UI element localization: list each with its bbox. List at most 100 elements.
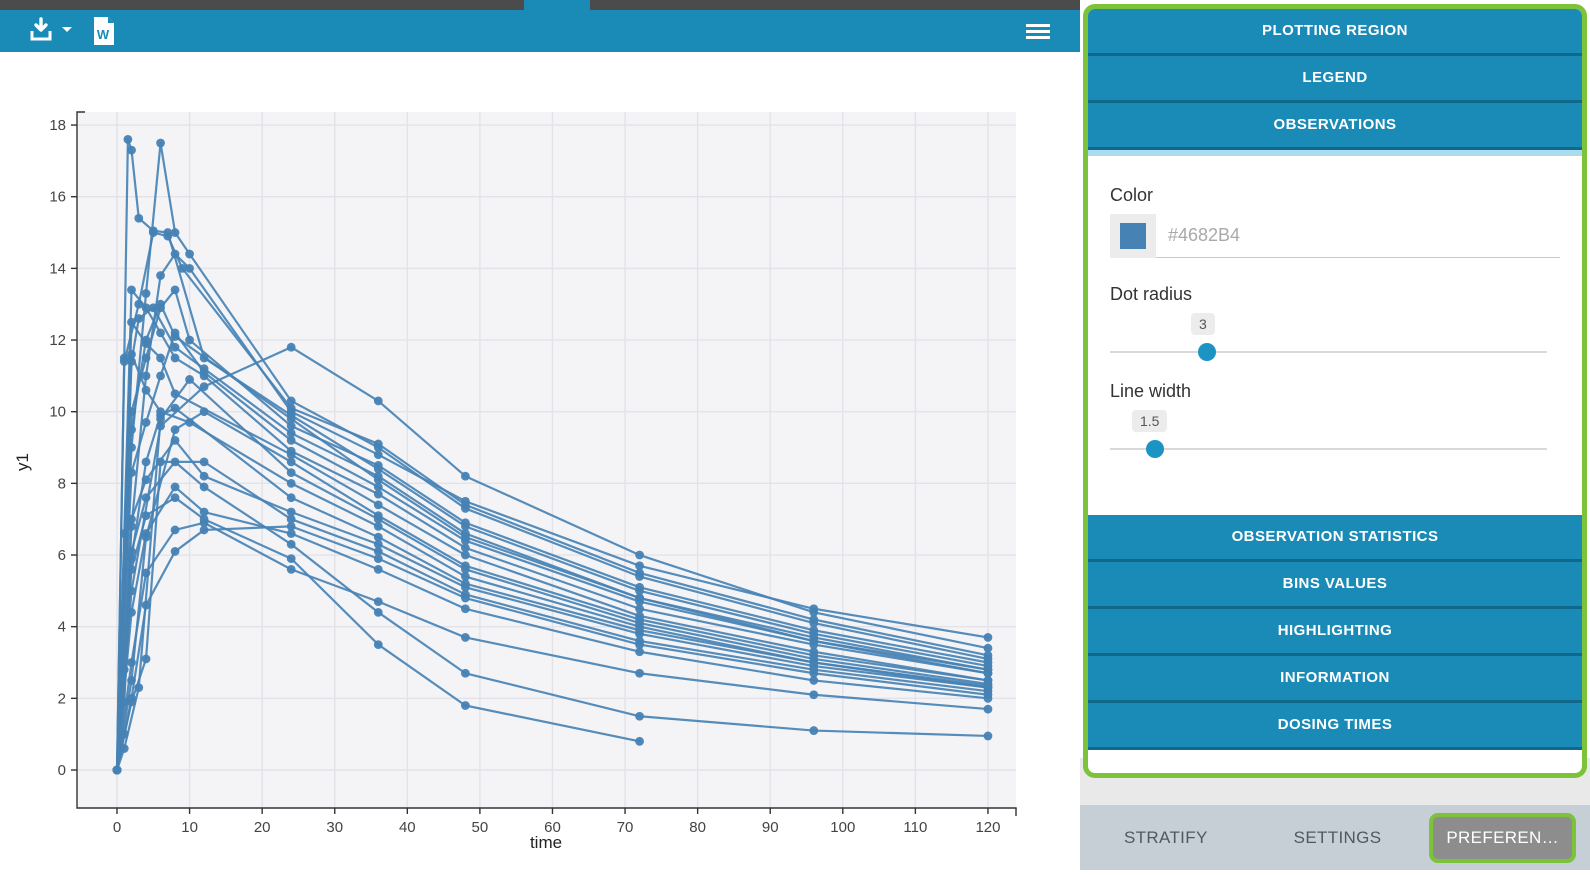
data-point [170,332,180,341]
section-bins-values[interactable]: BINS VALUES [1088,562,1582,609]
word-file-icon: W [94,17,114,45]
data-point [177,263,187,273]
data-point [170,547,180,556]
data-point [286,457,296,467]
data-point [635,640,644,649]
data-point [199,482,209,492]
menu-button[interactable] [1020,10,1056,52]
data-point [156,371,165,381]
y-tick-label: 4 [58,619,66,636]
data-point [460,550,470,560]
active-section-underline [1088,150,1582,156]
line-width-label: Line width [1110,381,1192,401]
section-legend[interactable]: LEGEND [1088,56,1582,103]
y-tick-label: 2 [58,690,66,707]
data-point [199,367,209,377]
data-point [635,668,644,678]
data-point [460,543,470,553]
section-observation-statistics[interactable]: OBSERVATION STATISTICS [1088,515,1582,562]
data-point [112,765,122,775]
x-tick-label: 120 [975,819,1000,836]
section-observations[interactable]: OBSERVATIONS [1088,103,1582,150]
data-point [156,271,165,280]
data-point [373,511,383,521]
y-tick-label: 6 [58,547,66,564]
tab-settings[interactable]: SETTINGS [1293,827,1382,847]
x-tick-label: 110 [903,819,927,836]
data-point [199,471,209,481]
data-point [635,647,644,657]
data-point [983,731,993,741]
data-point [286,521,296,531]
data-point [185,249,194,259]
data-point [635,604,644,614]
data-point [141,303,151,313]
data-point [286,396,296,406]
data-point [127,285,136,295]
data-point [170,285,180,295]
data-point [141,289,151,298]
browser-top-strip [0,0,1085,10]
data-point [156,353,165,363]
line-width-value: 1.5 [1132,410,1168,432]
data-point [156,457,165,467]
data-point [635,568,644,578]
data-point [460,593,470,603]
data-point [141,335,151,345]
data-point [170,457,180,467]
export-word-button[interactable]: W [92,10,116,52]
data-point [185,418,194,427]
x-tick-label: 80 [689,819,706,836]
y-tick-label: 8 [58,475,66,492]
data-point [127,547,136,556]
dot-radius-handle[interactable] [1198,343,1216,361]
footer-tab-bar: STRATIFY SETTINGS PREFEREN… [1080,805,1590,870]
section-dosing-times[interactable]: DOSING TIMES [1088,703,1582,750]
section-information[interactable]: INFORMATION [1088,656,1582,703]
data-point [141,568,151,578]
data-point [809,650,819,660]
y-tick-label: 0 [58,762,66,779]
data-point [127,317,136,327]
data-point [373,461,383,470]
data-point [170,342,180,352]
data-point [460,604,470,614]
color-picker-addon[interactable] [1110,214,1156,258]
data-point [156,410,165,420]
data-point [127,586,136,596]
data-point [127,521,136,531]
data-point [460,701,470,710]
data-point [127,607,136,617]
data-point [141,475,151,485]
data-point [983,633,993,642]
x-tick-label: 30 [326,819,343,836]
data-point [199,353,209,363]
dot-radius-track[interactable] [1110,351,1547,353]
data-point [156,328,165,338]
svg-text:W: W [97,27,110,42]
y-tick-label: 16 [49,189,66,206]
tab-preferen[interactable]: PREFEREN… [1429,812,1577,863]
section-plotting-region[interactable]: PLOTTING REGION [1088,9,1582,56]
data-point [127,564,136,574]
section-highlighting[interactable]: HIGHLIGHTING [1088,609,1582,656]
series-line-subject-10 [115,346,990,772]
data-point [635,582,644,592]
data-point [127,357,136,366]
data-point [809,726,819,735]
data-point [286,342,296,352]
tab-stratify[interactable]: STRATIFY [1124,827,1208,847]
data-point [119,697,129,707]
download-button[interactable] [30,10,76,52]
data-point [286,435,296,445]
data-point [199,507,209,517]
data-point [170,493,180,503]
data-point [134,683,144,692]
color-input[interactable] [1156,214,1560,258]
data-point [460,572,470,581]
line-width-track[interactable] [1110,448,1547,450]
data-point [286,507,296,517]
data-point [635,550,644,560]
hamburger-menu-icon [1026,21,1050,42]
line-width-handle[interactable] [1146,440,1164,458]
